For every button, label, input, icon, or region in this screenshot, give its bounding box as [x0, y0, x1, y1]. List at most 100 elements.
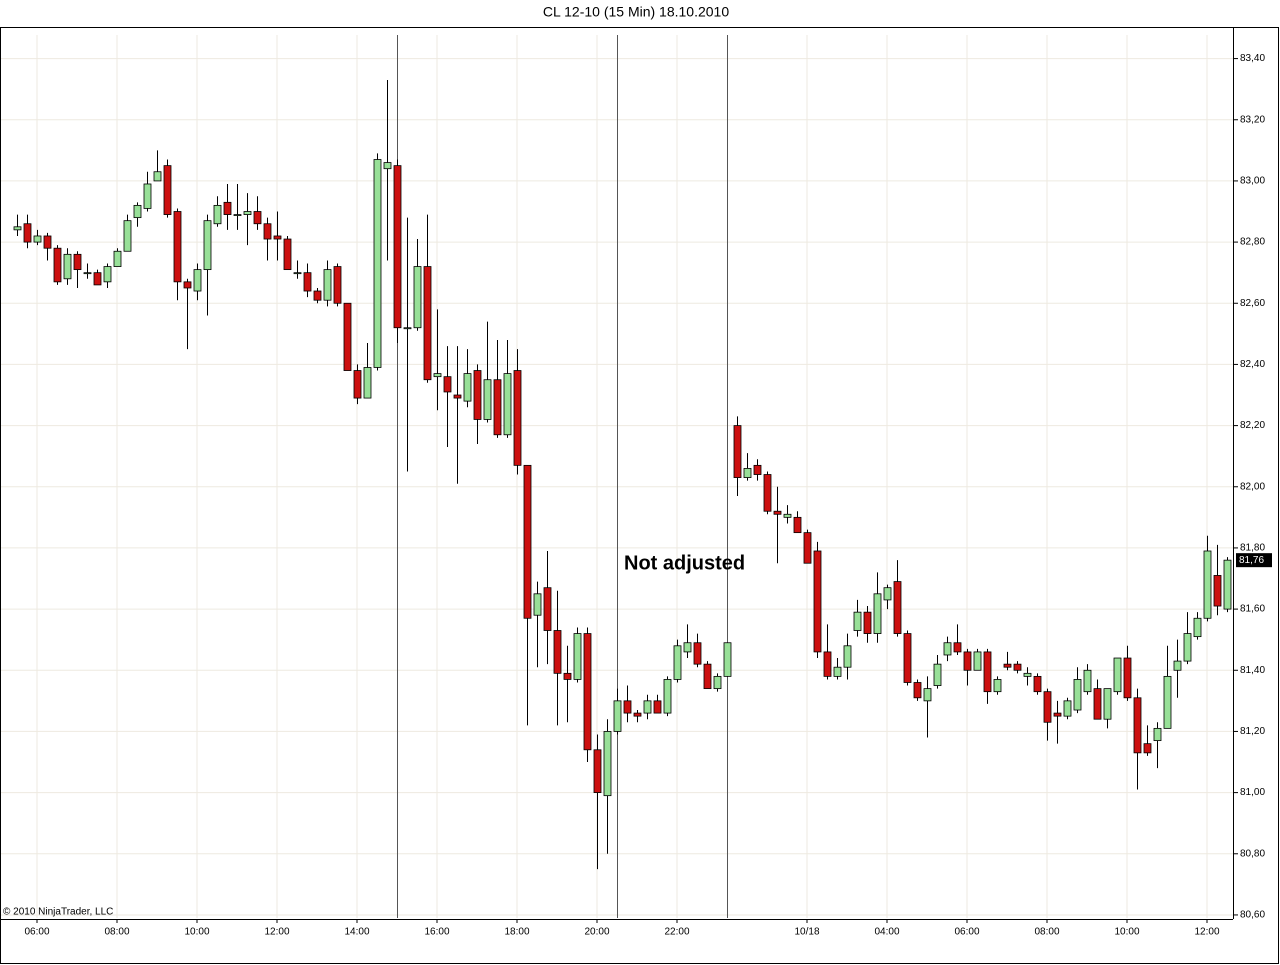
- candle-body: [93, 272, 102, 286]
- candle-body: [263, 223, 272, 240]
- candle-body: [593, 749, 602, 794]
- candle-body: [113, 250, 122, 267]
- candle-body: [943, 642, 952, 656]
- candle-body: [1153, 727, 1162, 742]
- candle-body: [933, 663, 942, 686]
- candle-body: [1043, 691, 1052, 723]
- last-price-label: 81,76: [1239, 555, 1264, 566]
- candle-body: [703, 663, 712, 690]
- candle-body: [793, 516, 802, 534]
- candle-body: [1093, 688, 1102, 720]
- candle-body: [543, 587, 552, 631]
- y-tick-label: 81,20: [1240, 726, 1265, 737]
- y-tick-label: 82,60: [1240, 298, 1265, 309]
- candle-body: [723, 642, 732, 677]
- candle-body: [863, 611, 872, 634]
- y-tick-label: 82,40: [1240, 359, 1265, 370]
- candle-body: [763, 474, 772, 512]
- candle-body: [853, 611, 862, 631]
- candle-body: [363, 367, 372, 399]
- candle-body: [603, 731, 612, 797]
- candle-body: [873, 593, 882, 634]
- y-tick-label: 82,80: [1240, 237, 1265, 248]
- candle-body: [953, 642, 962, 653]
- candle-body: [383, 162, 392, 170]
- candle-body: [643, 700, 652, 714]
- candle-body: [713, 675, 722, 690]
- candle-body: [783, 513, 792, 518]
- candle-body: [1073, 679, 1082, 711]
- candle-body: [463, 373, 472, 402]
- candle-body: [623, 700, 632, 714]
- candle-body: [193, 269, 202, 292]
- candle-body: [243, 211, 252, 215]
- x-tick-label: 08:00: [1034, 927, 1059, 938]
- candle-body: [1013, 663, 1022, 671]
- candle-body: [1063, 700, 1072, 717]
- y-tick-label: 82,00: [1240, 481, 1265, 492]
- y-tick-label: 80,60: [1240, 910, 1265, 921]
- candle-body: [453, 394, 462, 399]
- x-tick-label: 10/18: [794, 927, 819, 938]
- candle-body: [393, 165, 402, 329]
- candle-body: [403, 327, 412, 330]
- candle-body: [183, 281, 192, 289]
- candle-body: [663, 679, 672, 714]
- candle-body: [983, 651, 992, 693]
- x-tick-label: 14:00: [344, 927, 369, 938]
- candle-body: [303, 272, 312, 292]
- candle-body: [773, 510, 782, 515]
- candle-body: [1023, 672, 1032, 677]
- x-tick-label: 10:00: [184, 927, 209, 938]
- y-tick-label: 80,80: [1240, 848, 1265, 859]
- candle-body: [293, 272, 302, 275]
- candle-body: [343, 302, 352, 371]
- candle-body: [483, 379, 492, 420]
- candle-body: [373, 159, 382, 368]
- candle-body: [73, 253, 82, 271]
- x-tick-label: 12:00: [1194, 927, 1219, 938]
- candle-body: [1083, 669, 1092, 693]
- frame: [0, 27, 1279, 964]
- candle-body: [893, 581, 902, 634]
- candle-body: [493, 379, 502, 436]
- candle-body: [153, 171, 162, 182]
- candle-body: [83, 272, 92, 275]
- x-tick-label: 06:00: [24, 927, 49, 938]
- candle-body: [1103, 688, 1112, 720]
- candle-body: [553, 630, 562, 674]
- candle-body: [423, 266, 432, 381]
- y-tick-label: 81,60: [1240, 604, 1265, 615]
- candle-body: [173, 211, 182, 283]
- x-tick-label: 22:00: [664, 927, 689, 938]
- candle-body: [33, 235, 42, 243]
- candle-body: [533, 593, 542, 616]
- candle-body: [1033, 675, 1042, 693]
- candle-body: [203, 220, 212, 271]
- candle-body: [1143, 743, 1152, 754]
- candle-body: [1213, 575, 1222, 607]
- candle-body: [133, 204, 142, 219]
- candle-body: [913, 682, 922, 699]
- candle-body: [333, 266, 342, 304]
- candle-body: [743, 468, 752, 478]
- candle-body: [433, 373, 442, 378]
- candle-body: [283, 238, 292, 271]
- candle-body: [223, 201, 232, 215]
- candle-body: [633, 712, 642, 717]
- candle-body: [1193, 617, 1202, 638]
- y-tick-label: 81,00: [1240, 787, 1265, 798]
- y-tick-label: 83,40: [1240, 53, 1265, 64]
- candle-body: [653, 700, 662, 714]
- candle-body: [1113, 657, 1122, 693]
- candle-body: [513, 370, 522, 466]
- y-tick-label: 82,20: [1240, 420, 1265, 431]
- candle-body: [1003, 663, 1012, 668]
- candle-body: [323, 269, 332, 301]
- candle-body: [923, 688, 932, 702]
- candle-body: [563, 672, 572, 680]
- candle-body: [1203, 550, 1212, 619]
- candle-body: [573, 633, 582, 680]
- last-price-box: [1236, 553, 1272, 568]
